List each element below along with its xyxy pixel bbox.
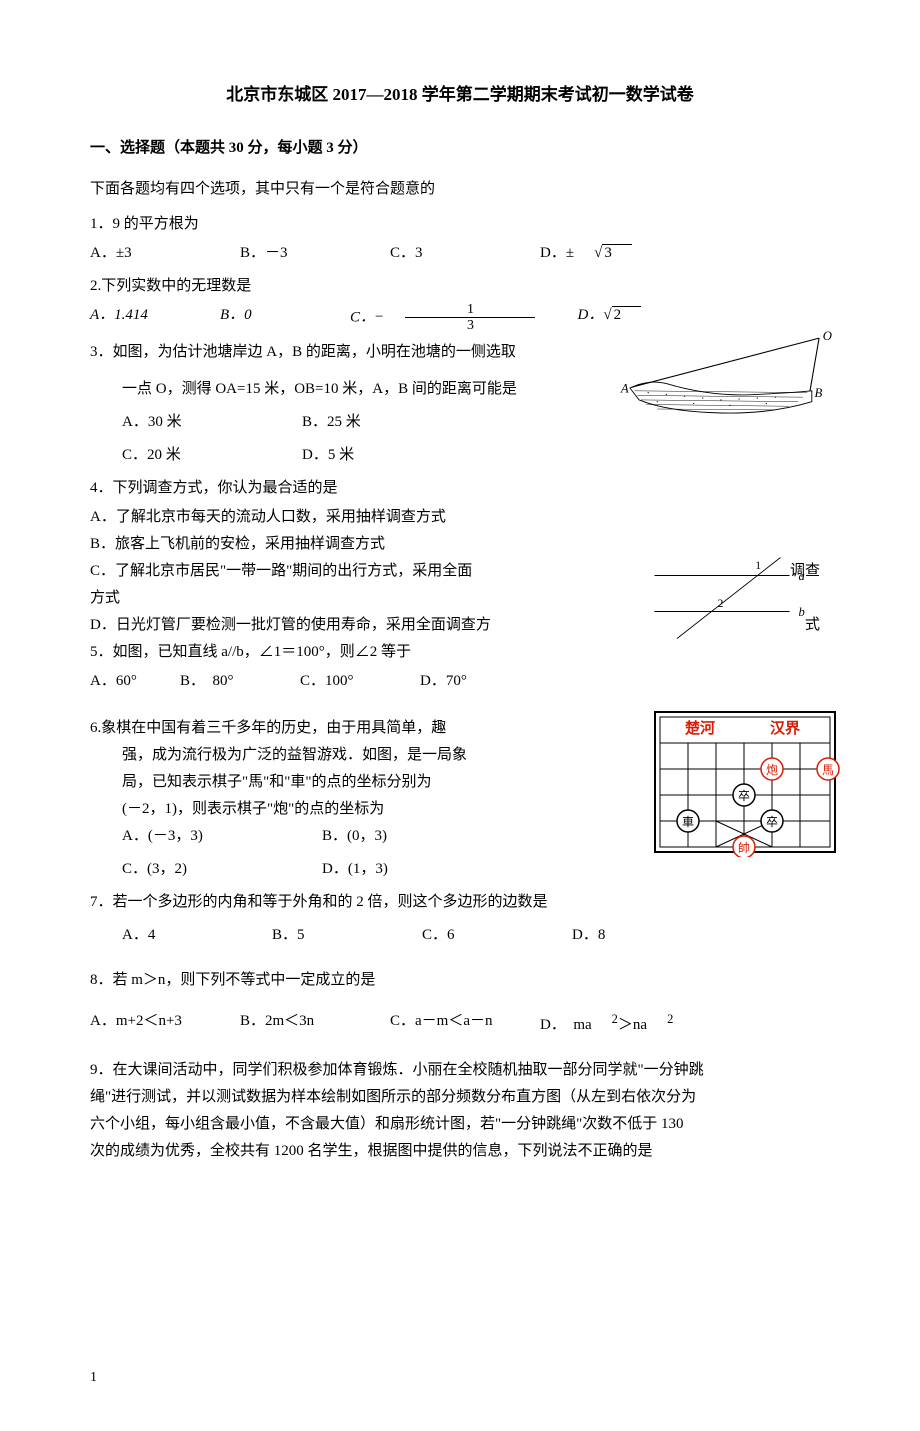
q4-opt-a: A．了解北京市每天的流动人口数，采用抽样调查方式 xyxy=(90,504,830,531)
svg-text:卒: 卒 xyxy=(766,815,778,829)
q5-opt-b: B． 80° xyxy=(180,668,300,695)
q2-opt-b: B．0 xyxy=(220,302,350,334)
question-6: 楚河 汉界 炮 馬 卒 車 卒 帥 6.象棋在中国有着三千多年的历史，由于用具简… xyxy=(90,715,830,883)
line-b: b xyxy=(799,605,805,619)
q6-l3: 局，已知表示棋子"馬"和"車"的点的坐标分别为 xyxy=(122,769,432,796)
parallel-lines-figure: 1 2 a b xyxy=(640,553,840,643)
q5-opt-d: D．70° xyxy=(420,668,550,695)
q8-opt-b: B．2m＜3n xyxy=(240,1008,390,1039)
q1-opt-d: D．±3 xyxy=(540,240,690,267)
q6-opt-d: D．(1，3) xyxy=(322,856,522,883)
question-2: 2.下列实数中的无理数是 A．1.414 B．0 C．−13 D．2 xyxy=(90,273,830,334)
q5-text: 5．如图，已知直线 a//b，∠1＝100°，则∠2 等于 xyxy=(90,639,830,666)
q8-opt-c: C．a－m＜a－n xyxy=(390,1008,540,1039)
q2-opt-c: C．−13 xyxy=(350,302,577,334)
piece-ma: 馬 xyxy=(817,758,839,780)
piece-che: 車 xyxy=(677,810,699,832)
q7-text: 7．若一个多边形的内角和等于外角和的 2 倍，则这个多边形的边数是 xyxy=(90,889,830,916)
piece-zu2: 卒 xyxy=(761,810,783,832)
exam-title: 北京市东城区 2017—2018 学年第二学期期末考试初一数学试卷 xyxy=(90,80,830,111)
q8-text: 8．若 m＞n，则下列不等式中一定成立的是 xyxy=(90,967,830,994)
piece-shuai: 帥 xyxy=(733,836,755,857)
q7-opt-c: C．6 xyxy=(422,922,572,949)
q3-opt-d: D．5 米 xyxy=(302,442,452,469)
question-4-5-block: 4．下列调查方式，你认为最合适的是 A．了解北京市每天的流动人口数，采用抽样调查… xyxy=(90,475,830,695)
q9-l1: 9．在大课间活动中，同学们积极参加体育锻炼．小丽在全校随机抽取一部分同学就"一分… xyxy=(90,1057,830,1084)
q7-opt-a: A．4 xyxy=(122,922,272,949)
line-a: a xyxy=(799,569,805,583)
q3-opt-a: A．30 米 xyxy=(122,409,302,436)
piece-zu1: 卒 xyxy=(733,784,755,806)
svg-text:卒: 卒 xyxy=(738,789,750,803)
question-1: 1．9 的平方根为 A．±3 B．－3 C．3 D．±3 xyxy=(90,211,830,267)
q8-opt-a: A．m+2＜n+3 xyxy=(90,1008,240,1039)
question-7: 7．若一个多边形的内角和等于外角和的 2 倍，则这个多边形的边数是 A．4 B．… xyxy=(90,889,830,949)
q2-text: 2.下列实数中的无理数是 xyxy=(90,273,830,300)
q6-l1: 6.象棋在中国有着三千多年的历史，由于用具简单，趣 xyxy=(90,715,446,742)
q1-text: 1．9 的平方根为 xyxy=(90,211,830,238)
q8-opt-d: D． ma2＞na2 xyxy=(540,1008,693,1039)
q9-l2: 绳"进行测试，并以测试数据为样本绘制如图所示的部分频数分布直方图（从左到右依次分… xyxy=(90,1084,830,1111)
q9-l4: 次的成绩为优秀，全校共有 1200 名学生，根据图中提供的信息，下列说法不正确的… xyxy=(90,1138,830,1165)
q6-opt-b: B．(0，3) xyxy=(322,823,522,850)
label-b: B xyxy=(815,387,823,401)
q4-opt-c: C．了解北京市居民"一带一路"期间的出行方式，采用全面 xyxy=(90,558,472,585)
chu-label: 楚河 xyxy=(685,719,715,737)
q1-opt-b: B．－3 xyxy=(240,240,390,267)
q6-opt-c: C．(3，2) xyxy=(122,856,322,883)
q4-opt-d: D．日光灯管厂要检测一批灯管的使用寿命，采用全面调查方 xyxy=(90,612,491,639)
q1-opt-c: C．3 xyxy=(390,240,540,267)
svg-text:車: 車 xyxy=(682,815,694,829)
question-3: O A B 3．如图，为估计池塘岸边 A，B 的距离，小明在池塘的一侧选取 一点… xyxy=(90,339,830,469)
svg-text:炮: 炮 xyxy=(766,763,778,777)
q5-opt-c: C．100° xyxy=(300,668,420,695)
svg-text:馬: 馬 xyxy=(822,763,834,777)
pond-figure: O A B xyxy=(610,329,850,429)
q6-opt-a: A．(－3，3) xyxy=(122,823,322,850)
piece-pao: 炮 xyxy=(761,758,783,780)
q7-opt-d: D．8 xyxy=(572,922,722,949)
q4-text: 4．下列调查方式，你认为最合适的是 xyxy=(90,475,830,502)
page-number: 1 xyxy=(90,1365,830,1390)
q9-l3: 六个小组，每小组含最小值，不含最大值）和扇形统计图，若"一分钟跳绳"次数不低于 … xyxy=(90,1111,830,1138)
label-a: A xyxy=(620,382,629,396)
angle-2: 2 xyxy=(718,597,724,610)
q2-opt-a: A．1.414 xyxy=(90,302,220,334)
instruction-text: 下面各题均有四个选项，其中只有一个是符合题意的 xyxy=(90,176,830,203)
section-header: 一、选择题（本题共 30 分，每小题 3 分） xyxy=(90,135,830,162)
q5-opt-a: A．60° xyxy=(90,668,180,695)
angle-1: 1 xyxy=(755,560,761,573)
svg-text:帥: 帥 xyxy=(738,841,750,855)
q3-opt-c: C．20 米 xyxy=(122,442,302,469)
q3-opt-b: B．25 米 xyxy=(302,409,452,436)
question-9: 9．在大课间活动中，同学们积极参加体育锻炼．小丽在全校随机抽取一部分同学就"一分… xyxy=(90,1057,830,1165)
q6-l2: 强，成为流行极为广泛的益智游戏．如图，是一局象 xyxy=(122,742,467,769)
q1-opt-a: A．±3 xyxy=(90,240,240,267)
question-8: 8．若 m＞n，则下列不等式中一定成立的是 A．m+2＜n+3 B．2m＜3n … xyxy=(90,967,830,1039)
han-label: 汉界 xyxy=(770,719,800,737)
q7-opt-b: B．5 xyxy=(272,922,422,949)
label-o: O xyxy=(823,329,832,343)
chess-figure: 楚河 汉界 炮 馬 卒 車 卒 帥 xyxy=(650,707,840,857)
